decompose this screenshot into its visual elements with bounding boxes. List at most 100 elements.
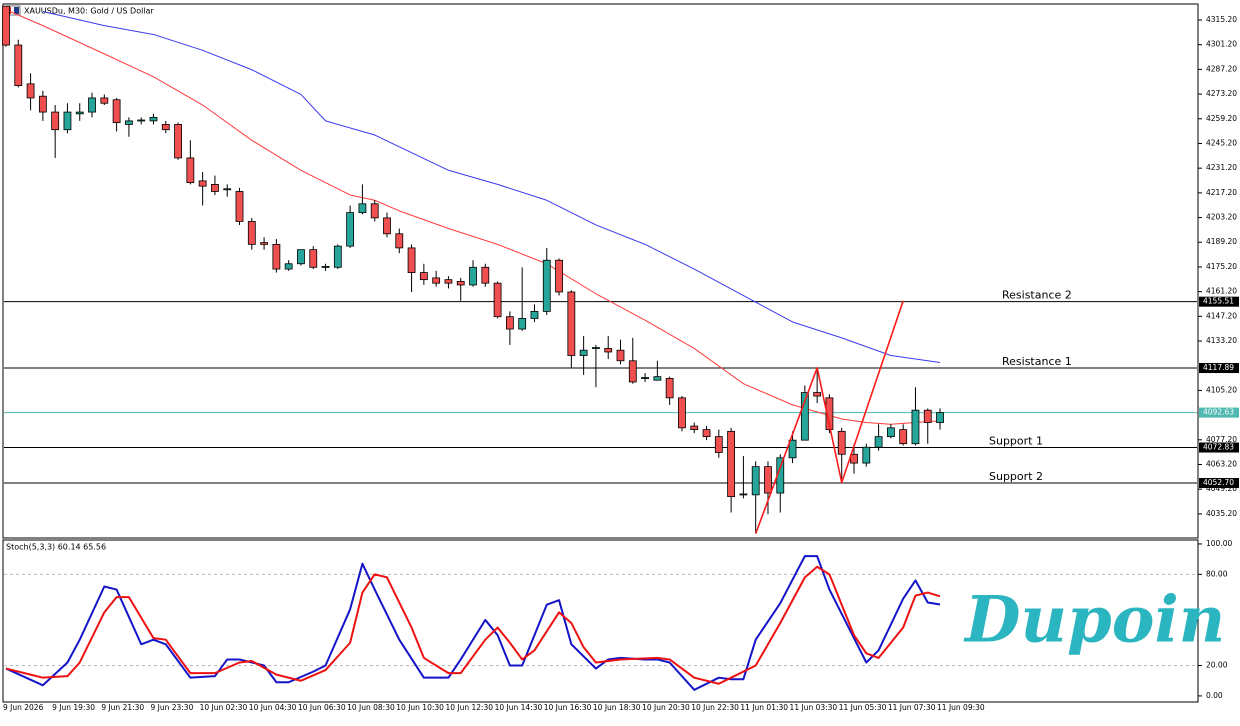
x-tick-label: 11 Jun 01:30 xyxy=(740,703,788,712)
x-tick-label: 10 Jun 08:30 xyxy=(347,703,395,712)
candle-body xyxy=(936,412,944,423)
y-tick-label: 100.00 xyxy=(1206,539,1232,548)
candle-body xyxy=(592,347,600,349)
candle-body xyxy=(727,430,736,498)
price-box-label: 4072.83 xyxy=(1203,443,1234,452)
indicator-label: Stoch(5,3,3) 60.14 65.56 xyxy=(6,543,106,552)
y-tick-label: 4315.20 xyxy=(1206,15,1237,24)
candle-body xyxy=(88,97,96,113)
candle-body xyxy=(567,291,576,356)
candle-body xyxy=(764,466,772,494)
candle-body xyxy=(112,99,121,124)
candle-body xyxy=(75,111,84,115)
candle-body xyxy=(800,392,809,441)
candle-body xyxy=(665,378,674,399)
candle-body xyxy=(137,119,146,122)
price-box-label: 4117.89 xyxy=(1203,363,1234,372)
y-tick-label: 0.00 xyxy=(1206,691,1223,700)
candle-body xyxy=(260,242,268,245)
y-tick-label: 4203.20 xyxy=(1206,213,1237,222)
x-tick-label: 10 Jun 10:30 xyxy=(396,703,444,712)
candle-body xyxy=(886,427,895,438)
y-tick-label: 20.00 xyxy=(1206,661,1228,670)
candle-body xyxy=(432,277,441,284)
candle-body xyxy=(678,397,686,429)
y-tick-label: 4259.20 xyxy=(1206,114,1237,123)
candle-body xyxy=(518,318,527,330)
candle-body xyxy=(198,180,207,187)
candle-body xyxy=(14,44,23,87)
chart-title: XAUUSDu, M30: Gold / US Dollar xyxy=(24,7,154,16)
candle-body xyxy=(874,436,883,448)
candle-body xyxy=(469,266,477,286)
x-tick-label: 10 Jun 06:30 xyxy=(298,703,346,712)
y-tick-label: 4105.20 xyxy=(1206,385,1237,394)
x-tick-label: 9 Jun 2026 xyxy=(3,703,44,712)
x-tick-label: 10 Jun 16:30 xyxy=(544,703,592,712)
candle-body xyxy=(923,409,932,423)
y-tick-label: 4147.20 xyxy=(1206,311,1237,320)
x-tick-label: 10 Jun 02:30 xyxy=(200,703,248,712)
x-tick-label: 10 Jun 14:30 xyxy=(495,703,543,712)
candle-body xyxy=(702,429,711,438)
candle-body xyxy=(825,397,834,430)
watermark: Dupoin xyxy=(963,583,1225,658)
level-name: Resistance 2 xyxy=(1002,289,1072,302)
icon-part xyxy=(14,7,19,14)
candle-body xyxy=(383,217,391,235)
x-tick-label: 10 Jun 22:30 xyxy=(691,703,739,712)
candle-body xyxy=(247,221,256,245)
candle-body xyxy=(186,157,195,184)
candle-body xyxy=(38,95,47,113)
moving-average xyxy=(42,11,941,364)
candle-body xyxy=(555,259,563,293)
candle-body xyxy=(211,183,219,192)
candle-body xyxy=(628,360,637,383)
candle-body xyxy=(174,124,182,159)
candle-body xyxy=(419,272,428,281)
y-tick-label: 4301.20 xyxy=(1206,40,1237,49)
candle-body xyxy=(297,249,305,265)
stoch-line xyxy=(5,565,941,685)
y-tick-label: 4161.20 xyxy=(1206,287,1237,296)
x-tick-label: 11 Jun 07:30 xyxy=(888,703,936,712)
candle-body xyxy=(272,243,281,270)
y-tick-label: 4189.20 xyxy=(1206,237,1237,246)
y-tick-label: 4231.20 xyxy=(1206,163,1237,172)
price-box xyxy=(1199,363,1239,374)
x-tick-label: 11 Jun 09:30 xyxy=(937,703,985,712)
candle-body xyxy=(641,377,649,379)
zigzag xyxy=(754,300,904,534)
candle-body xyxy=(161,124,170,131)
level-name: Support 1 xyxy=(989,435,1043,448)
candle-body xyxy=(911,409,920,445)
candle-body xyxy=(653,376,662,381)
candle-body xyxy=(370,203,379,219)
candle-body xyxy=(542,259,551,312)
level-name: Resistance 1 xyxy=(1002,355,1072,368)
price-box-label: 4155.51 xyxy=(1203,297,1234,306)
candle-body xyxy=(714,436,723,453)
candle-body xyxy=(481,266,490,284)
candle-body xyxy=(899,429,908,445)
moving-average xyxy=(5,9,941,425)
main-panel-frame xyxy=(2,3,1199,539)
candle-body xyxy=(223,188,232,191)
candle-body xyxy=(346,212,355,247)
candle-body xyxy=(530,310,539,319)
stoch-panel-frame xyxy=(2,539,1199,703)
y-tick-label: 4133.20 xyxy=(1206,336,1237,345)
x-tick-label: 9 Jun 23:30 xyxy=(150,703,193,712)
candle-body xyxy=(837,430,846,455)
candle-body xyxy=(604,348,613,353)
candle-body xyxy=(309,249,318,268)
candle-body xyxy=(125,120,133,125)
price-box xyxy=(1199,442,1239,453)
candle-body xyxy=(149,116,158,122)
x-tick-label: 10 Jun 20:30 xyxy=(642,703,690,712)
y-tick-label: 80.00 xyxy=(1206,569,1228,578)
candle-body xyxy=(63,111,72,131)
candle-body xyxy=(444,279,453,284)
candle-body xyxy=(407,247,416,273)
